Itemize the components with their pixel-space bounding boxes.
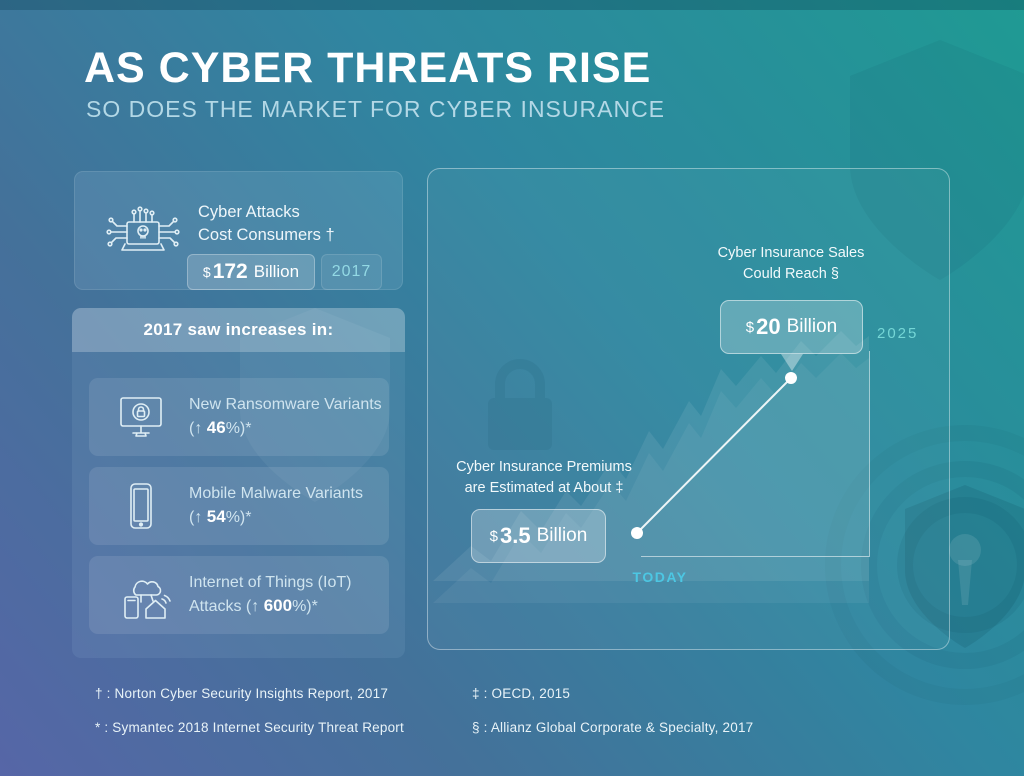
growth-line: [631, 372, 797, 539]
cost-amount: 172: [212, 260, 248, 283]
footnote-allianz: § : Allianz Global Corporate & Specialty…: [472, 720, 754, 735]
increases-panel: 2017 saw increases in: New Ransomware Va…: [72, 308, 405, 658]
increase-item-text: Internet of Things (IoT) Attacks (↑ 600%…: [189, 571, 351, 619]
item-stat: (↑ 46%)*: [189, 418, 252, 438]
today-label: TODAY: [632, 569, 688, 585]
page-title: AS CYBER THREATS RISE: [84, 44, 652, 92]
item-label: New Ransomware Variants: [189, 396, 382, 414]
cost-currency: $: [202, 264, 211, 280]
premiums-label: Cyber Insurance Premiums are Estimated a…: [456, 459, 632, 497]
premiums-value-box: $3.5 Billion: [471, 509, 606, 563]
premiums-amount: 3.5: [500, 523, 531, 548]
top-accent-strip: [0, 0, 1024, 10]
item-label: Internet of Things (IoT): [189, 574, 352, 592]
cost-heading-line1: Cyber Attacks: [198, 203, 300, 221]
area-chart-silhouette: [433, 331, 869, 603]
sales-amount: 20: [756, 314, 781, 339]
footnote-symantec: * : Symantec 2018 Internet Security Thre…: [95, 720, 404, 735]
footnote-norton: † : Norton Cyber Security Insights Repor…: [95, 686, 389, 701]
cost-value-box: $172 Billion: [187, 254, 315, 290]
sales-unit: Billion: [786, 316, 838, 337]
premiums-unit: Billion: [536, 525, 588, 546]
chart-axis-vertical: [869, 351, 870, 556]
laptop-skull-circuit-icon: [106, 206, 180, 251]
item-label: Mobile Malware Variants: [189, 485, 363, 503]
mobile-phone-icon: [130, 483, 152, 529]
cost-heading-line2: Cost Consumers †: [198, 226, 335, 245]
sales-label: Cyber Insurance Sales Could Reach §: [717, 245, 865, 283]
footnote-oecd: ‡ : OECD, 2015: [472, 686, 571, 701]
cost-year-badge: 2017: [321, 254, 382, 290]
sales-value-bubble: $20 Billion: [720, 300, 863, 371]
cost-unit: Billion: [253, 262, 300, 281]
year-label-2025: 2025: [877, 325, 919, 342]
increases-header: 2017 saw increases in:: [72, 308, 405, 352]
cyber-attack-cost-card: Cyber Attacks Cost Consumers † $172 Billi…: [74, 171, 403, 290]
iot-cloud-devices-icon: [124, 580, 171, 619]
data-point-today: [631, 527, 643, 539]
increase-item-text: New Ransomware Variants (↑ 46%)*: [189, 393, 382, 441]
sales-currency: $: [745, 318, 755, 336]
ransomware-locked-monitor-icon: [120, 397, 162, 437]
cost-card-heading: Cyber Attacks Cost Consumers †: [198, 201, 335, 248]
increase-item-mobile-malware: Mobile Malware Variants (↑ 54%)*: [89, 467, 389, 545]
premiums-currency: $: [489, 527, 499, 545]
item-stat: Attacks (↑ 600%)*: [189, 596, 318, 616]
chart-axis-horizontal: [641, 556, 870, 557]
page-subtitle: SO DOES THE MARKET FOR CYBER INSURANCE: [86, 96, 666, 122]
increase-item-ransomware: New Ransomware Variants (↑ 46%)*: [89, 378, 389, 456]
market-chart-panel: Cyber Insurance Sales Could Reach § $20 B…: [427, 168, 950, 650]
increase-item-text: Mobile Malware Variants (↑ 54%)*: [189, 482, 363, 530]
increase-item-iot: Internet of Things (IoT) Attacks (↑ 600%…: [89, 556, 389, 634]
item-stat: (↑ 54%)*: [189, 507, 252, 527]
data-point-2025: [785, 372, 797, 384]
